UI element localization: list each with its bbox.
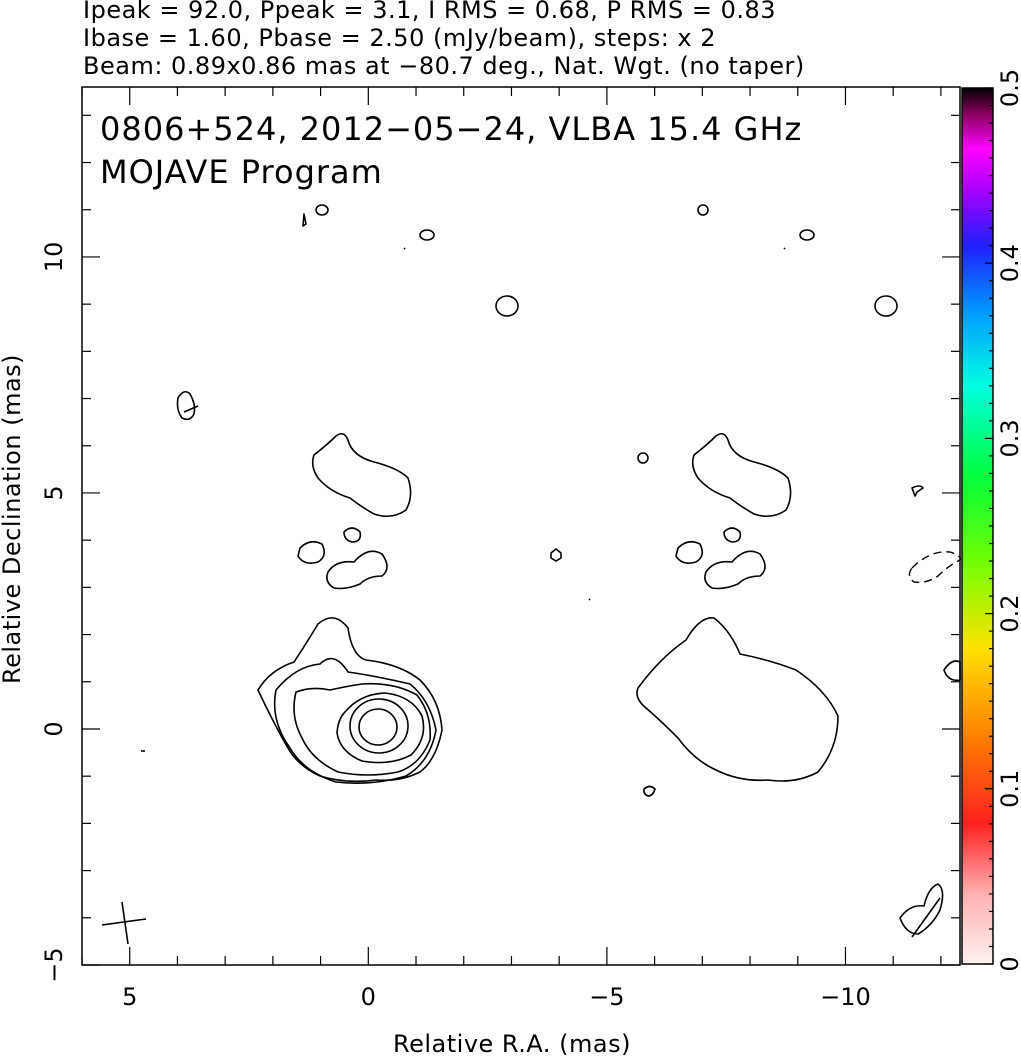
beam-cross-icon [101, 901, 147, 945]
faint-knot-h [799, 229, 815, 241]
colorbar-ticks [985, 87, 993, 965]
x-tick-label: −5 [589, 983, 624, 1011]
faint-knot-left-upper [176, 390, 196, 421]
faint-dot-c [588, 598, 591, 601]
edge-knot-b [943, 660, 961, 682]
header-line-1: Ipeak = 92.0, Ppeak = 3.1, I RMS = 0.68,… [83, 0, 777, 24]
plot-title-line-2: MOJAVE Program [100, 153, 383, 191]
jet-blob-f [675, 540, 704, 564]
contour-map [141, 204, 961, 938]
x-tick-label: −10 [820, 983, 871, 1011]
x-tick-label: 0 [361, 983, 376, 1011]
core-contour-5 [349, 698, 409, 754]
core-contour-6 [358, 708, 398, 746]
core-contour-2 [273, 657, 437, 784]
faint-spike-a [302, 213, 307, 227]
faint-tick-left-upper [183, 405, 199, 413]
faint-knot-e [637, 452, 649, 464]
faint-knot-f [643, 785, 656, 797]
axis-ticks [81, 87, 960, 966]
faint-knot-d [550, 548, 562, 562]
plot-title-line-1: 0806+524, 2012−05−24, VLBA 15.4 GHz [100, 110, 803, 148]
y-tick-label: 0 [40, 721, 68, 736]
faint-dot-b [403, 247, 406, 250]
x-tick-label: 5 [122, 983, 137, 1011]
y-tick-label: 5 [40, 485, 68, 500]
edge-knot-c [899, 883, 944, 935]
colorbar [962, 88, 993, 964]
core-contour-3 [293, 682, 432, 776]
tick-labels: 5 0 −5 −10 −5 0 5 10 [40, 242, 871, 1011]
jet-blob-c [343, 527, 362, 543]
extended-blob-right [636, 617, 839, 782]
y-tick-label: 10 [40, 242, 68, 273]
header-line-2: Ibase = 1.60, Pbase = 2.50 (mJy/beam), s… [83, 24, 717, 52]
y-axis-label: Relative Declination (mas) [0, 353, 26, 684]
colorbar-tick-label: 0.3 [996, 419, 1021, 457]
faint-knot-i [874, 295, 898, 317]
header-line-3: Beam: 0.89x0.86 mas at −80.7 deg., Nat. … [83, 52, 805, 80]
negative-contour [908, 551, 961, 584]
jet-blob-h [704, 550, 766, 590]
faint-knot-a [315, 204, 329, 216]
edge-knot-a [911, 485, 924, 497]
jet-blob-b [297, 540, 326, 564]
jet-blob-a [311, 432, 412, 518]
faint-knot-b [419, 229, 435, 241]
colorbar-tick-label: 0.4 [996, 244, 1021, 282]
edge-tick-c [911, 897, 941, 938]
plot-frame [81, 86, 961, 966]
core-contour-4 [336, 692, 425, 764]
x-axis-label: Relative R.A. (mas) [393, 1030, 631, 1058]
jet-blob-d [326, 550, 388, 590]
faint-dot-d [783, 247, 786, 250]
faint-knot-c [495, 295, 519, 317]
core-contour-1 [257, 617, 443, 783]
colorbar-tick-label: 0 [996, 956, 1021, 971]
faint-knot-g [697, 204, 709, 216]
y-tick-label: −5 [40, 947, 68, 982]
colorbar-tick-label: 0.2 [996, 595, 1021, 633]
colorbar-tick-label: 0.1 [996, 770, 1021, 808]
jet-blob-g [723, 527, 742, 543]
colorbar-tick-label: 0.5 [996, 69, 1021, 107]
jet-blob-e [691, 432, 792, 518]
colorbar-labels: 0 0.1 0.2 0.3 0.4 0.5 [996, 69, 1021, 972]
